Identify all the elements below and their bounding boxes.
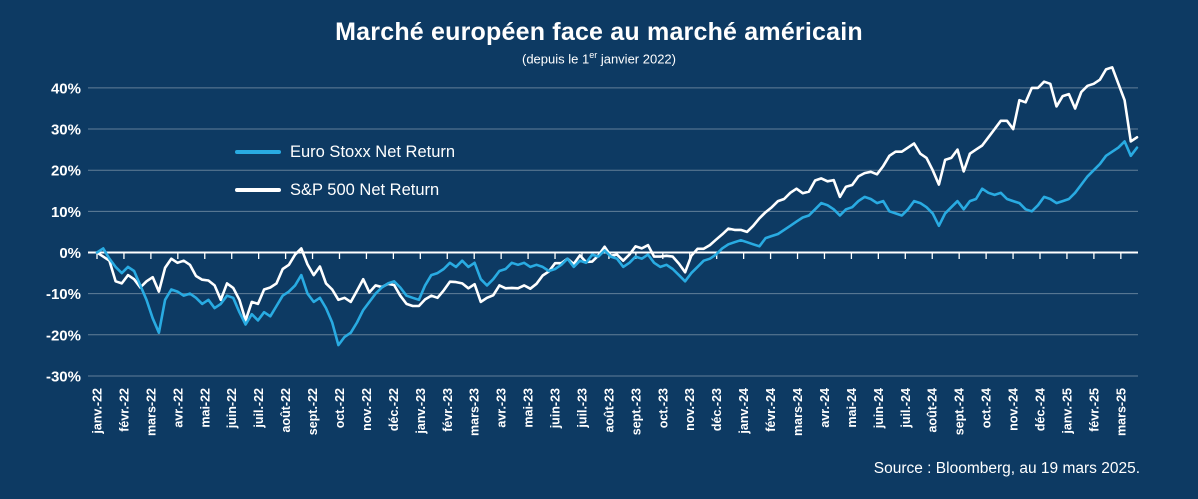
svg-text:août-24: août-24 (926, 388, 940, 433)
subtitle-prefix: (depuis le 1 (521, 51, 590, 67)
legend: Euro Stoxx Net Return S&P 500 Net Return (235, 140, 455, 216)
x-axis-labels: janv.-22 févr.-22 mars-22 avr.-22 mai-22 juin… (91, 388, 1129, 436)
svg-text:févr.-24: févr.-24 (764, 388, 778, 432)
svg-text:févr.-25: févr.-25 (1087, 388, 1101, 432)
svg-text:mai-23: mai-23 (522, 388, 536, 428)
svg-text:juin-22: juin-22 (225, 388, 239, 429)
svg-text:janv.-24: janv.-24 (737, 388, 751, 435)
y-axis-labels: 40% 30% 20% 10% 0% -10% -20% -30% (46, 80, 81, 385)
svg-text:-30%: -30% (46, 368, 81, 385)
sp500-line-swatch (235, 188, 281, 192)
svg-text:40%: 40% (51, 80, 81, 97)
legend-item-euro-stoxx: Euro Stoxx Net Return (235, 140, 455, 164)
svg-text:déc.-23: déc.-23 (710, 388, 724, 431)
svg-text:nov.-23: nov.-23 (683, 388, 697, 431)
chart-subtitle: (depuis le 1er janvier 2022) (0, 50, 1198, 66)
svg-text:sept.-23: sept.-23 (629, 388, 643, 435)
svg-text:nov.-24: nov.-24 (1007, 388, 1021, 431)
svg-text:déc.-22: déc.-22 (387, 388, 401, 431)
svg-text:août-22: août-22 (279, 388, 293, 433)
svg-text:oct.-22: oct.-22 (333, 388, 347, 428)
svg-text:20%: 20% (51, 163, 81, 180)
legend-label-euro-stoxx: Euro Stoxx Net Return (290, 142, 456, 161)
euro-stoxx-line-swatch (235, 150, 281, 154)
svg-text:-10%: -10% (46, 286, 81, 303)
svg-text:sept.-22: sept.-22 (306, 388, 320, 435)
svg-text:mai-24: mai-24 (845, 388, 859, 428)
svg-text:mars-23: mars-23 (468, 388, 482, 436)
euro-stoxx-line (95, 140, 1139, 347)
svg-text:oct.-24: oct.-24 (980, 388, 994, 428)
svg-text:10%: 10% (51, 204, 81, 221)
svg-text:juil.-23: juil.-23 (575, 388, 589, 429)
svg-text:févr.-22: févr.-22 (117, 388, 131, 432)
subtitle-suffix: janvier 2022) (597, 51, 676, 67)
svg-text:janv.-25: janv.-25 (1060, 388, 1074, 435)
svg-text:avr.-23: avr.-23 (495, 388, 509, 428)
svg-text:janv.-23: janv.-23 (414, 388, 428, 435)
svg-text:août-23: août-23 (602, 388, 616, 433)
svg-text:janv.-22: janv.-22 (91, 388, 105, 435)
svg-text:juin-24: juin-24 (872, 388, 886, 429)
svg-text:juil.-22: juil.-22 (252, 388, 266, 429)
svg-text:juin-23: juin-23 (549, 388, 563, 429)
svg-text:juil.-24: juil.-24 (899, 388, 913, 429)
svg-text:avr.-22: avr.-22 (171, 388, 185, 428)
svg-text:mars-24: mars-24 (791, 388, 805, 436)
svg-text:avr.-24: avr.-24 (818, 388, 832, 428)
svg-text:mars-22: mars-22 (144, 388, 158, 436)
svg-text:sept.-24: sept.-24 (953, 388, 967, 435)
gridlines (88, 87, 1138, 377)
svg-text:0%: 0% (59, 245, 81, 262)
svg-text:-20%: -20% (46, 327, 81, 344)
chart-title: Marché européen face au marché américain (335, 18, 863, 46)
legend-label-sp500: S&P 500 Net Return (290, 180, 440, 199)
chart-header: Marché européen face au marché américain… (0, 18, 1198, 66)
svg-text:mars-25: mars-25 (1114, 388, 1128, 436)
svg-text:nov.-22: nov.-22 (360, 388, 374, 431)
svg-text:oct.-23: oct.-23 (656, 388, 670, 428)
svg-text:déc.-24: déc.-24 (1034, 388, 1048, 431)
svg-text:30%: 30% (51, 122, 81, 139)
source-note: Source : Bloomberg, au 19 mars 2025. (873, 460, 1140, 477)
sp500-line (95, 66, 1139, 322)
subtitle-superscript: er (589, 50, 598, 60)
svg-text:mai-22: mai-22 (198, 388, 212, 428)
svg-text:févr.-23: févr.-23 (441, 388, 455, 432)
legend-item-sp500: S&P 500 Net Return (235, 178, 455, 202)
